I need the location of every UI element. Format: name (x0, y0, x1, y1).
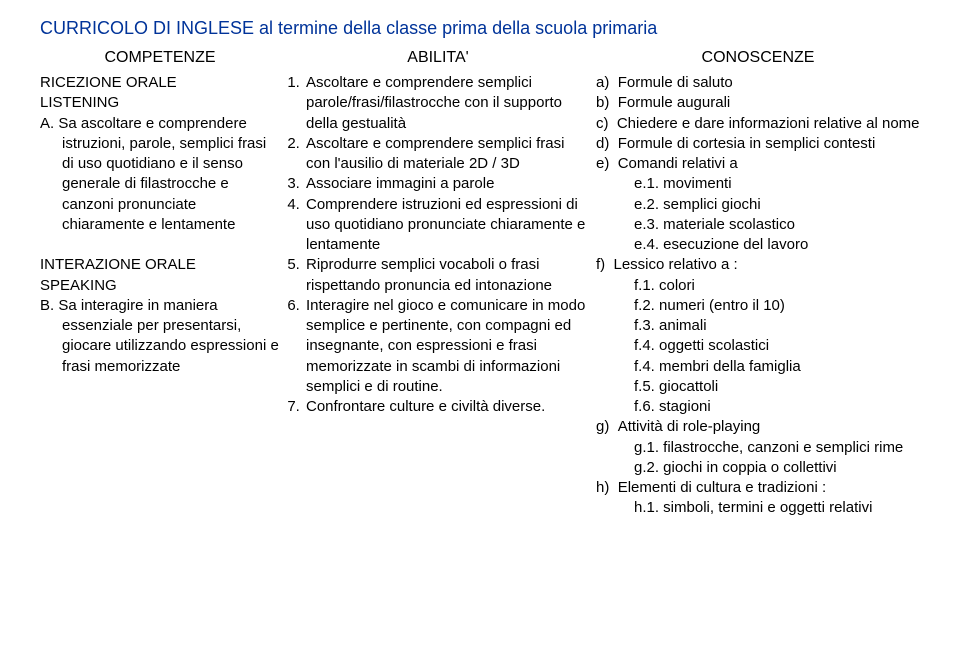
conoscenze-f3: f.3. animali (596, 316, 920, 336)
conoscenze-c: c) Chiedere e dare informazioni relative… (596, 114, 920, 134)
conoscenze-e-text: Comandi relativi a (618, 155, 738, 172)
conoscenze-b: b) Formule augurali (596, 93, 920, 113)
conoscenze-e4: e.4. esecuzione del lavoro (596, 235, 920, 255)
abilita-item-6: Interagire nel gioco e comunicare in mod… (304, 296, 588, 397)
conoscenze-column: a) Formule di saluto b) Formule augurali… (596, 73, 920, 519)
abilita-list: Ascoltare e comprendere semplici parole/… (288, 73, 588, 417)
conoscenze-e3: e.3. materiale scolastico (596, 215, 920, 235)
item-a-text: Sa ascoltare e comprendere istruzioni, p… (58, 115, 266, 233)
conoscenze-g1: g.1. filastrocche, canzoni e semplici ri… (596, 438, 920, 458)
competenze-item-b: B. Sa interagire in maniera essenziale p… (40, 296, 280, 377)
abilita-item-1: Ascoltare e comprendere semplici parole/… (304, 73, 588, 134)
abilita-item-3: Associare immagini a parole (304, 174, 588, 194)
competenze-column: RICEZIONE ORALE LISTENING A. Sa ascoltar… (40, 73, 288, 519)
conoscenze-g: g) Attività di role-playing (596, 417, 920, 437)
header-conoscenze: CONOSCENZE (596, 49, 920, 67)
conoscenze-f4: f.4. oggetti scolastici (596, 336, 920, 356)
conoscenze-a-text: Formule di saluto (618, 74, 733, 91)
conoscenze-f-text: Lessico relativo a : (614, 256, 738, 273)
conoscenze-f4b: f.4. membri della famiglia (596, 357, 920, 377)
conoscenze-e2: e.2. semplici giochi (596, 195, 920, 215)
item-a-label: A. (40, 115, 54, 132)
conoscenze-d: d) Formule di cortesia in semplici conte… (596, 134, 920, 154)
conoscenze-h1: h.1. simboli, termini e oggetti relativi (596, 498, 920, 518)
conoscenze-a: a) Formule di saluto (596, 73, 920, 93)
conoscenze-f: f) Lessico relativo a : (596, 255, 920, 275)
item-b-text: Sa interagire in maniera essenziale per … (58, 297, 278, 375)
conoscenze-h: h) Elementi di cultura e tradizioni : (596, 478, 920, 498)
conoscenze-h-text: Elementi di cultura e tradizioni : (618, 479, 826, 496)
header-abilita: ABILITA' (288, 49, 596, 67)
conoscenze-g-text: Attività di role-playing (618, 418, 761, 435)
conoscenze-c-text: Chiedere e dare informazioni relative al… (617, 115, 920, 132)
header-competenze: COMPETENZE (40, 49, 288, 67)
abilita-item-4: Comprendere istruzioni ed espressioni di… (304, 195, 588, 256)
abilita-item-5: Riprodurre semplici vocaboli o frasi ris… (304, 255, 588, 296)
conoscenze-f6: f.6. stagioni (596, 397, 920, 417)
conoscenze-g2: g.2. giochi in coppia o collettivi (596, 458, 920, 478)
page: CURRICOLO DI INGLESE al termine della cl… (0, 0, 960, 519)
conoscenze-e1: e.1. movimenti (596, 174, 920, 194)
abilita-item-7: Confrontare culture e civiltà diverse. (304, 397, 588, 417)
conoscenze-e: e) Comandi relativi a (596, 154, 920, 174)
item-b-label: B. (40, 297, 54, 314)
conoscenze-d-text: Formule di cortesia in semplici contesti (618, 135, 876, 152)
content-row: RICEZIONE ORALE LISTENING A. Sa ascoltar… (40, 73, 920, 519)
speaking-heading: SPEAKING (40, 276, 280, 296)
conoscenze-b-text: Formule augurali (618, 94, 731, 111)
conoscenze-f5: f.5. giocattoli (596, 377, 920, 397)
listening-heading: LISTENING (40, 93, 280, 113)
page-title: CURRICOLO DI INGLESE al termine della cl… (40, 18, 920, 39)
conoscenze-f1: f.1. colori (596, 276, 920, 296)
abilita-item-2: Ascoltare e comprendere semplici frasi c… (304, 134, 588, 175)
column-headers: COMPETENZE ABILITA' CONOSCENZE (40, 49, 920, 67)
abilita-column: Ascoltare e comprendere semplici parole/… (288, 73, 596, 519)
ricezione-orale-heading: RICEZIONE ORALE (40, 73, 280, 93)
conoscenze-f2: f.2. numeri (entro il 10) (596, 296, 920, 316)
interazione-orale-heading: INTERAZIONE ORALE (40, 255, 280, 275)
competenze-item-a: A. Sa ascoltare e comprendere istruzioni… (40, 114, 280, 236)
